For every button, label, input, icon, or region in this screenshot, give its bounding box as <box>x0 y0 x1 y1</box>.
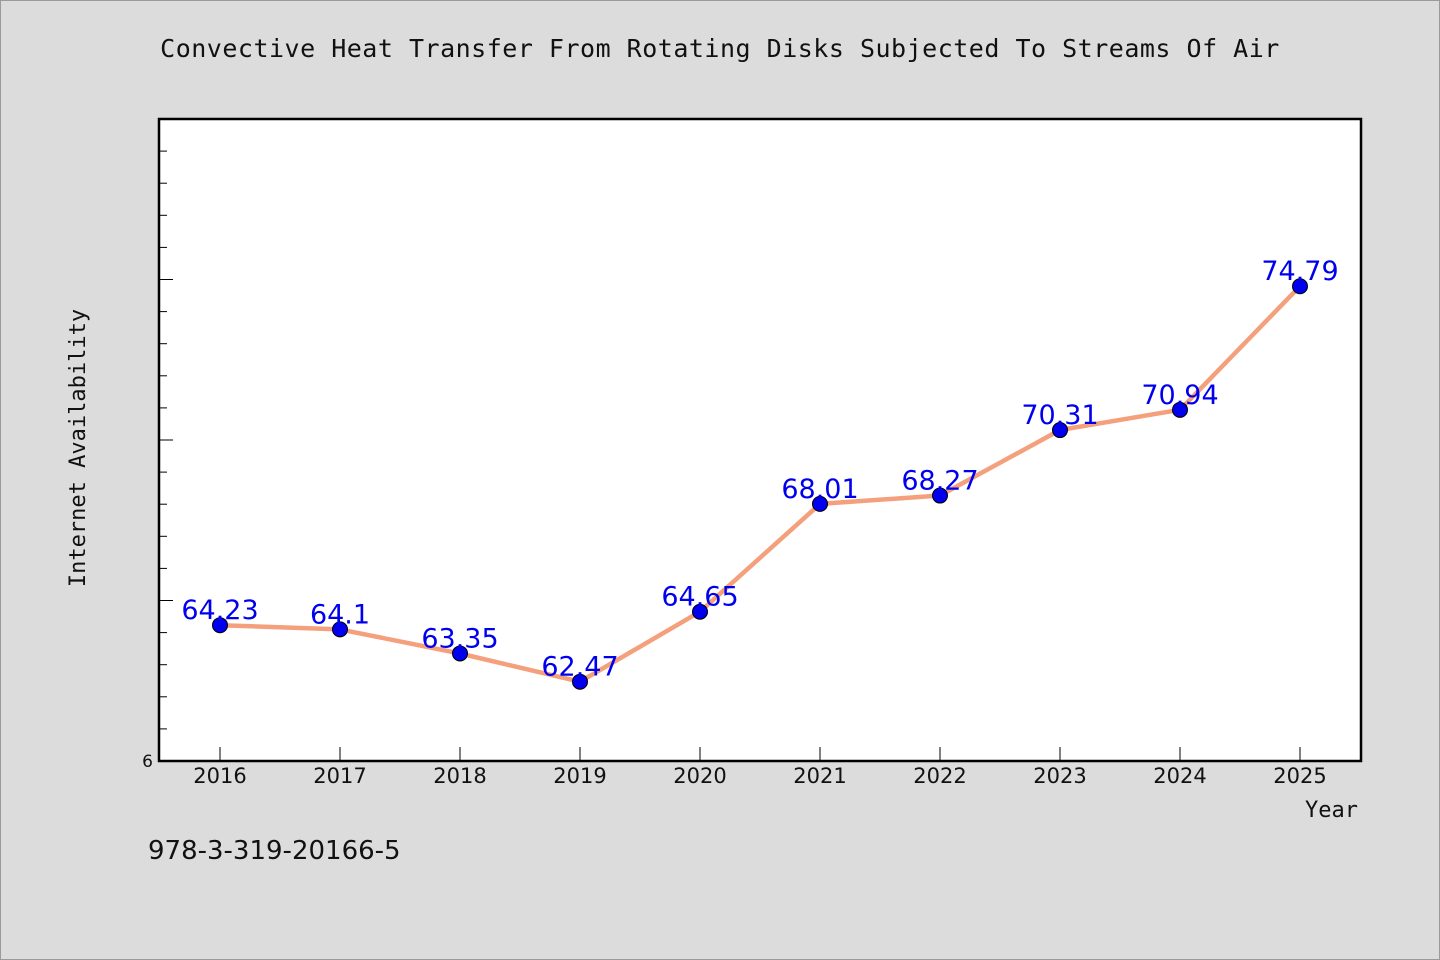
y-axis-label: Internet Availability <box>66 309 91 587</box>
x-tick-label: 2025 <box>1273 764 1326 788</box>
data-label: 64.65 <box>661 582 738 613</box>
data-label: 68.27 <box>901 466 978 497</box>
data-point <box>1292 278 1308 295</box>
plot-area <box>157 117 1363 763</box>
x-tick-label: 2023 <box>1033 764 1086 788</box>
data-point <box>212 617 228 634</box>
x-tick-label: 2017 <box>313 764 366 788</box>
x-tick-label: 2020 <box>673 764 726 788</box>
data-label: 70.94 <box>1141 380 1218 411</box>
x-tick-label: 2024 <box>1153 764 1206 788</box>
data-label: 70.31 <box>1021 400 1098 431</box>
data-label: 68.01 <box>781 474 858 505</box>
footer-text: 978-3-319-20166-5 <box>148 836 401 866</box>
data-markers <box>212 278 1308 690</box>
x-tick-labels: 2016 2017 2018 2019 2020 2021 2022 2023 2024 2025 <box>193 764 1326 788</box>
data-label: 62.47 <box>541 652 618 683</box>
x-tick-label: 2018 <box>433 764 486 788</box>
data-label: 63.35 <box>421 623 498 654</box>
x-tick-label: 2016 <box>193 764 246 788</box>
data-label: 64.1 <box>310 599 370 630</box>
y-tick-label: 6 <box>142 752 153 772</box>
x-axis-label: Year <box>1305 798 1358 823</box>
data-point <box>452 645 468 662</box>
data-point <box>692 603 708 620</box>
data-point <box>932 487 948 504</box>
data-labels: 64.23 64.1 63.35 62.47 64.65 68.01 68.27 70.31 7… <box>181 256 1338 682</box>
x-axis-ticks <box>219 747 1301 761</box>
chart-title: Convective Heat Transfer From Rotating D… <box>160 34 1280 63</box>
data-label: 74.79 <box>1261 256 1338 287</box>
series-line <box>217 283 1303 684</box>
data-point <box>1172 401 1188 418</box>
x-tick-label: 2022 <box>913 764 966 788</box>
data-label: 64.23 <box>181 595 258 626</box>
data-point <box>332 621 348 638</box>
y-tick-labels: 6 <box>142 752 153 772</box>
x-tick-label: 2019 <box>553 764 606 788</box>
data-point <box>1052 422 1068 439</box>
y-axis-ticks <box>159 150 173 730</box>
data-point <box>572 673 588 690</box>
data-point <box>812 495 828 512</box>
x-tick-label: 2021 <box>793 764 846 788</box>
